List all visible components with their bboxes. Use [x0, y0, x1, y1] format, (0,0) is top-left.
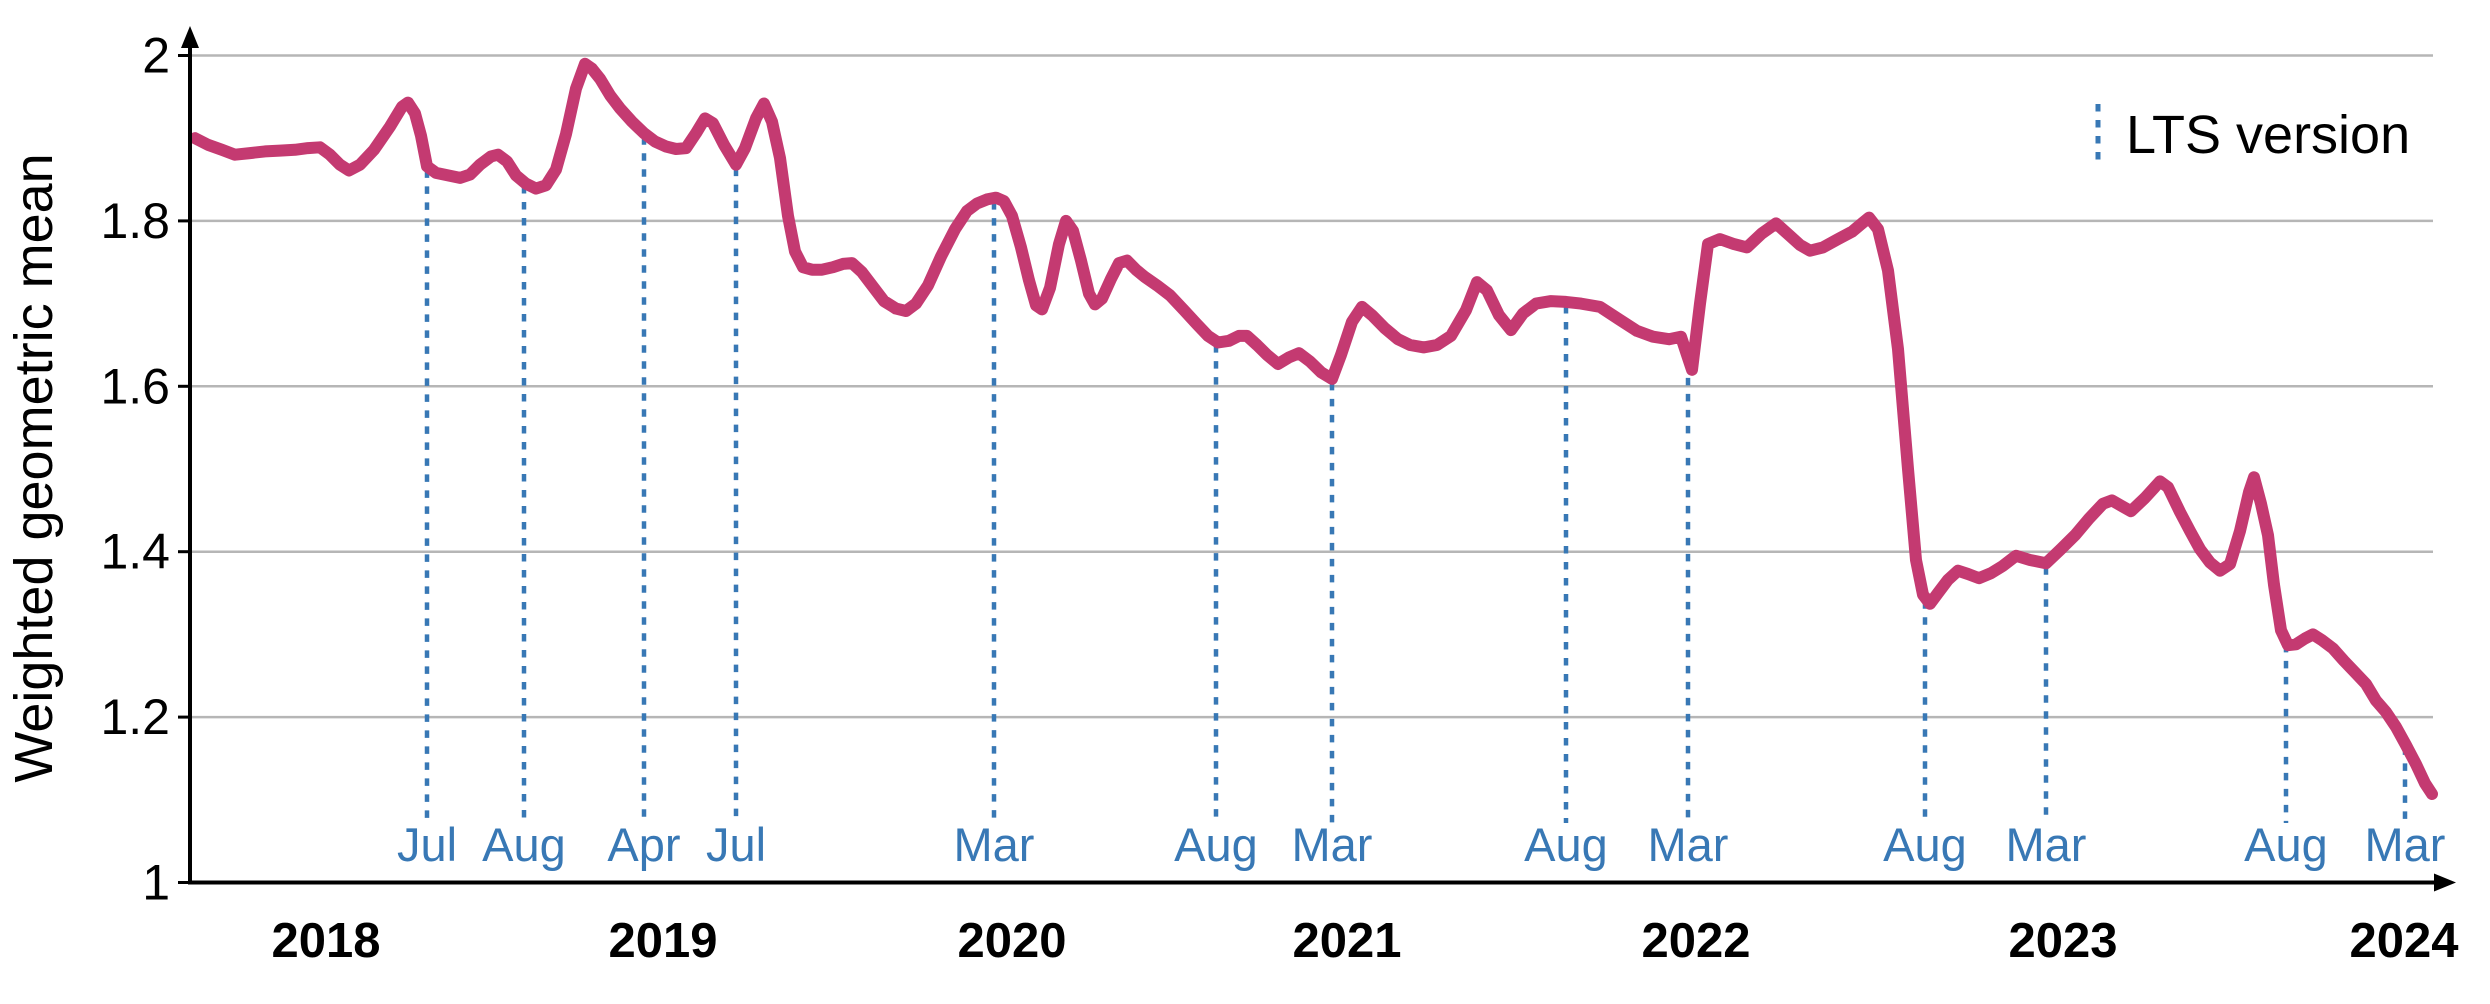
lts-month-label: Mar: [954, 818, 1035, 871]
lts-month-labels: Jul Aug Apr Jul Mar Aug Mar Aug Mar Aug Mar Aug Mar: [397, 818, 2446, 871]
lts-month-label: Mar: [1648, 818, 1729, 871]
lts-month-label: Aug: [1883, 818, 1967, 871]
y-tick-label: 1.6: [100, 358, 170, 414]
lts-month-label: Aug: [2244, 818, 2328, 871]
lts-month-label: Mar: [2006, 818, 2087, 871]
lts-month-label: Apr: [607, 818, 680, 871]
x-year-label: 2021: [1292, 914, 1401, 968]
x-year-label: 2024: [2349, 914, 2458, 968]
y-tick-labels: 2 1.8 1.6 1.4 1.2 1: [100, 28, 190, 911]
lts-month-label: Aug: [1174, 818, 1258, 871]
lts-month-label: Mar: [1292, 818, 1373, 871]
x-year-label: 2022: [1641, 914, 1750, 968]
y-tick-label: 1.4: [100, 524, 170, 580]
x-year-label: 2020: [957, 914, 1066, 968]
series-curve: [189, 57, 2438, 800]
x-year-label: 2019: [608, 914, 717, 968]
lts-month-label: Aug: [1524, 818, 1608, 871]
lts-month-label: Aug: [482, 818, 566, 871]
y-tick-label: 1: [142, 855, 170, 911]
x-axis-arrow-icon: [2434, 873, 2456, 892]
legend-label: LTS version: [2126, 105, 2410, 165]
series-line: [189, 57, 2438, 800]
lts-month-label: Jul: [706, 818, 766, 871]
x-year-label: 2023: [2008, 914, 2117, 968]
lts-month-label: Mar: [2365, 818, 2446, 871]
legend: LTS version: [2095, 104, 2410, 166]
y-axis-title: Weighted geometric mean: [4, 153, 64, 782]
y-axis-arrow-icon: [181, 26, 199, 48]
x-year-labels: 2018 2019 2020 2021 2022 2023 2024: [271, 914, 2458, 968]
x-year-label: 2018: [271, 914, 380, 968]
y-tick-label: 2: [142, 28, 170, 84]
lts-month-label: Jul: [397, 818, 457, 871]
y-tick-label: 1.2: [100, 689, 170, 745]
y-tick-label: 1.8: [100, 193, 170, 249]
lts-version-lines: [424, 137, 2408, 823]
axes: [181, 26, 2456, 892]
